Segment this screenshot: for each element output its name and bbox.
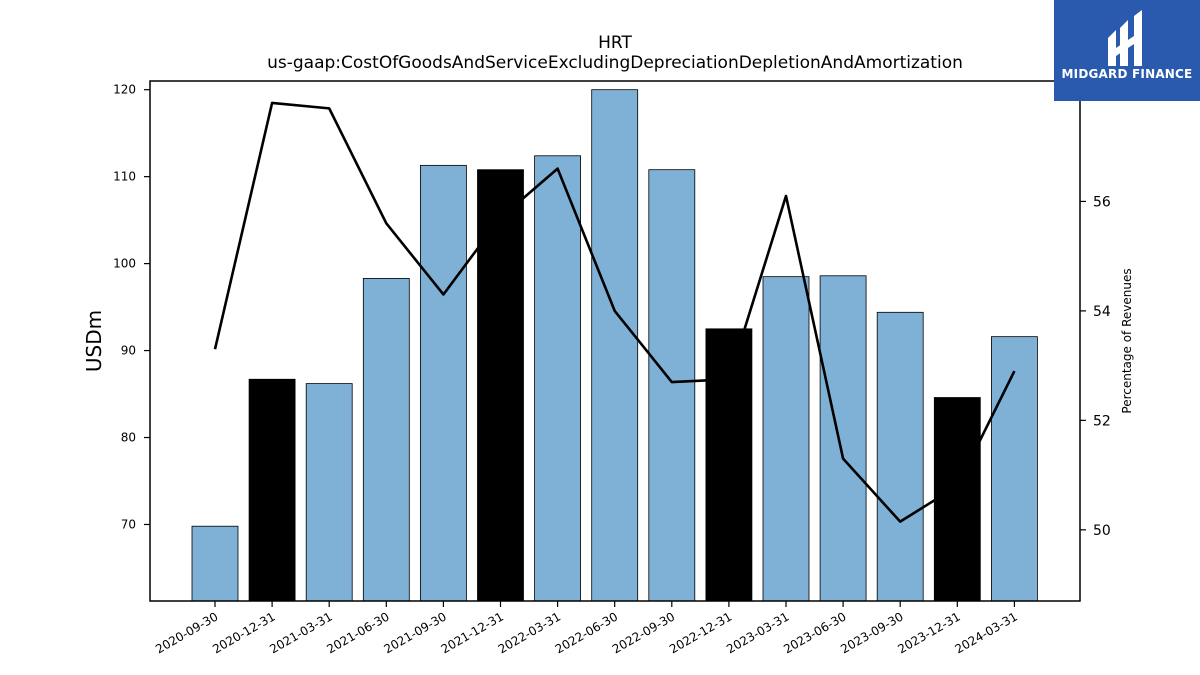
x-tick-label: 2023-12-31 xyxy=(895,609,962,656)
y2-tick-label: 56 xyxy=(1093,194,1111,210)
line-series xyxy=(213,101,1016,523)
x-tick-label: 2022-09-30 xyxy=(610,609,677,656)
y2-tick-label: 50 xyxy=(1093,523,1111,539)
y-tick-label: 100 xyxy=(113,257,136,271)
bar-2022-09-30 xyxy=(648,169,696,602)
x-axis: 2020-09-302020-12-312021-03-312021-06-30… xyxy=(153,601,1020,656)
x-tick-label: 2020-12-31 xyxy=(210,609,277,656)
chart-subtitle: us-gaap:CostOfGoodsAndServiceExcludingDe… xyxy=(267,53,963,73)
y-tick-label: 80 xyxy=(121,431,136,445)
bar-2022-06-30 xyxy=(591,89,639,602)
bar-series xyxy=(191,89,1038,602)
x-tick-label: 2022-03-31 xyxy=(496,609,563,656)
y2-tick-label: 52 xyxy=(1093,413,1111,429)
bar-2021-12-31 xyxy=(477,169,524,602)
x-tick-label: 2023-03-31 xyxy=(724,609,791,656)
bar-2021-09-30 xyxy=(419,164,467,602)
bar-2020-12-31 xyxy=(248,378,296,602)
x-tick-label: 2021-09-30 xyxy=(381,609,448,656)
bar-2023-03-31 xyxy=(762,276,810,602)
x-tick-label: 2023-09-30 xyxy=(838,609,905,656)
midgard-logo: MIDGARD FINANCE xyxy=(1054,0,1200,101)
x-tick-label: 2023-06-30 xyxy=(781,609,848,656)
y2-tick-label: 54 xyxy=(1093,304,1111,320)
bar-2021-06-30 xyxy=(362,277,410,602)
midgard-logo-icon xyxy=(1108,10,1142,66)
y-axis: 70 80 90 100 110 120 xyxy=(113,83,150,531)
x-tick-label: 2021-06-30 xyxy=(324,609,391,656)
bar-2022-12-31 xyxy=(705,328,753,602)
bar-2023-06-30 xyxy=(819,275,867,602)
bar-2023-09-30 xyxy=(876,311,924,602)
x-tick-label: 2024-03-31 xyxy=(952,609,1019,656)
y-axis-label: USDm xyxy=(82,310,106,372)
bar-2021-03-31 xyxy=(305,383,353,602)
chart-title: HRT xyxy=(598,33,632,53)
logo-text: MIDGARD FINANCE xyxy=(1061,67,1193,81)
y-tick-label: 90 xyxy=(121,344,136,358)
y-tick-label: 110 xyxy=(113,170,136,184)
bar-2024-03-31 xyxy=(991,336,1038,602)
y-tick-label: 120 xyxy=(113,83,136,97)
x-tick-label: 2022-06-30 xyxy=(553,609,620,656)
x-tick-label: 2021-03-31 xyxy=(267,609,334,656)
bar-2022-03-31 xyxy=(534,155,581,602)
bar-2023-12-31 xyxy=(933,397,981,602)
y-tick-label: 70 xyxy=(121,517,136,531)
y2-axis: 50 52 54 56 xyxy=(1080,194,1111,539)
y2-axis-label: Percentage of Revenues xyxy=(1120,268,1134,413)
x-tick-label: 2022-12-31 xyxy=(667,609,734,656)
bar-2020-09-30 xyxy=(191,525,239,602)
x-tick-label: 2020-09-30 xyxy=(153,609,220,656)
x-tick-label: 2021-12-31 xyxy=(439,609,506,656)
